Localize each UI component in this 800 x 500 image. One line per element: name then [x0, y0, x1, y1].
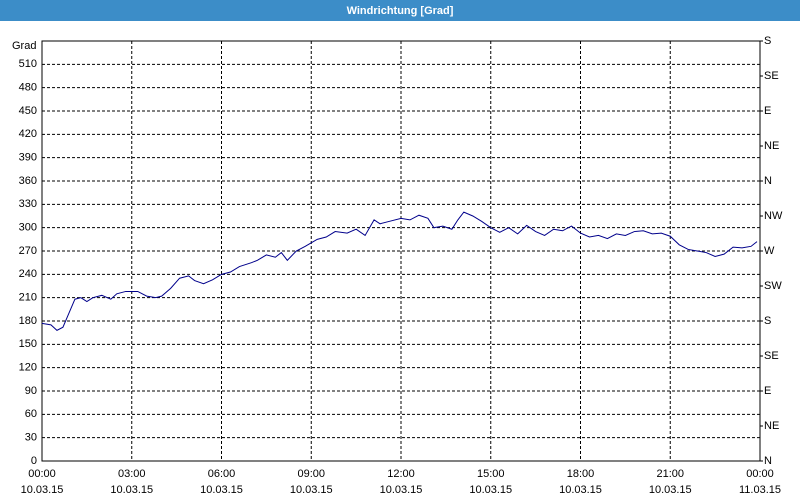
- y-tick-label: 30: [25, 432, 37, 444]
- x-tick-label: 03:00 10.03.15: [110, 468, 153, 496]
- y-tick-label: 180: [19, 315, 37, 327]
- title-bar: [0, 0, 800, 21]
- x-tick-label-line: 10.03.15: [290, 484, 333, 496]
- y-tick-label: 0: [31, 455, 37, 467]
- y-tick-label: 90: [25, 385, 37, 397]
- y2-tick-label: SE: [764, 70, 779, 82]
- x-tick-label: 06:00 10.03.15: [200, 468, 243, 496]
- x-tick-label-line: 12:00: [387, 468, 415, 480]
- y-tick-label: 120: [19, 362, 37, 374]
- x-tick-label-line: 10.03.15: [649, 484, 692, 496]
- chart-title: Windrichtung [Grad]: [347, 5, 454, 17]
- x-tick-label-line: 10.03.15: [559, 484, 602, 496]
- y-tick-label: 270: [19, 245, 37, 257]
- x-tick-label: 00:00 11.03.15: [739, 468, 781, 496]
- y2-tick-label: E: [764, 385, 771, 397]
- y-tick-label: 60: [25, 408, 37, 420]
- y2-tick-label: SE: [764, 350, 779, 362]
- x-tick-label-line: 00:00: [28, 468, 56, 480]
- y2-tick-label: NE: [764, 420, 779, 432]
- x-tick-label-line: 00:00: [746, 468, 774, 480]
- y-tick-label: 240: [19, 268, 37, 280]
- x-tick-label-line: 11.03.15: [739, 484, 781, 496]
- y-tick-label: 210: [19, 292, 37, 304]
- x-tick-label: 00:00 10.03.15: [21, 468, 64, 496]
- x-tick-label: 09:00 10.03.15: [290, 468, 333, 496]
- y2-tick-label: S: [764, 315, 771, 327]
- y2-tick-label: W: [764, 245, 775, 257]
- y-tick-label: 420: [19, 128, 37, 140]
- x-tick-label: 21:00 10.03.15: [649, 468, 692, 496]
- y-tick-label: 300: [19, 222, 37, 234]
- x-tick-label: 18:00 10.03.15: [559, 468, 602, 496]
- x-tick-label-line: 10.03.15: [110, 484, 153, 496]
- y2-tick-label: NW: [764, 210, 783, 222]
- x-tick-label-line: 06:00: [208, 468, 236, 480]
- x-tick-label-line: 21:00: [656, 468, 684, 480]
- y-tick-label: 450: [19, 105, 37, 117]
- x-tick-label-line: 03:00: [118, 468, 146, 480]
- x-tick-label-line: 18:00: [567, 468, 595, 480]
- y2-tick-label: NE: [764, 140, 779, 152]
- x-tick-label-line: 10.03.15: [469, 484, 512, 496]
- y2-tick-label: E: [764, 105, 771, 117]
- y2-tick-label: S: [764, 35, 771, 47]
- y-tick-label: 150: [19, 338, 37, 350]
- plot-frame: [41, 40, 761, 462]
- x-tick-label-line: 10.03.15: [380, 484, 423, 496]
- y2-tick-label: SW: [764, 280, 782, 292]
- x-tick-label: 12:00 10.03.15: [380, 468, 423, 496]
- data-line: [41, 211, 758, 331]
- x-tick-label-line: 10.03.15: [21, 484, 64, 496]
- y-axis-label: Grad: [12, 40, 36, 52]
- y-tick-label: 390: [19, 152, 37, 164]
- y-tick-label: 480: [19, 82, 37, 94]
- x-tick-label-line: 10.03.15: [200, 484, 243, 496]
- x-tick-label-line: 15:00: [477, 468, 505, 480]
- x-tick-label-line: 09:00: [297, 468, 325, 480]
- y-tick-label: 330: [19, 198, 37, 210]
- y-tick-label: 360: [19, 175, 37, 187]
- y2-tick-label: N: [764, 455, 772, 467]
- y-tick-label: 510: [19, 58, 37, 70]
- x-tick-label: 15:00 10.03.15: [469, 468, 512, 496]
- y2-tick-label: N: [764, 175, 772, 187]
